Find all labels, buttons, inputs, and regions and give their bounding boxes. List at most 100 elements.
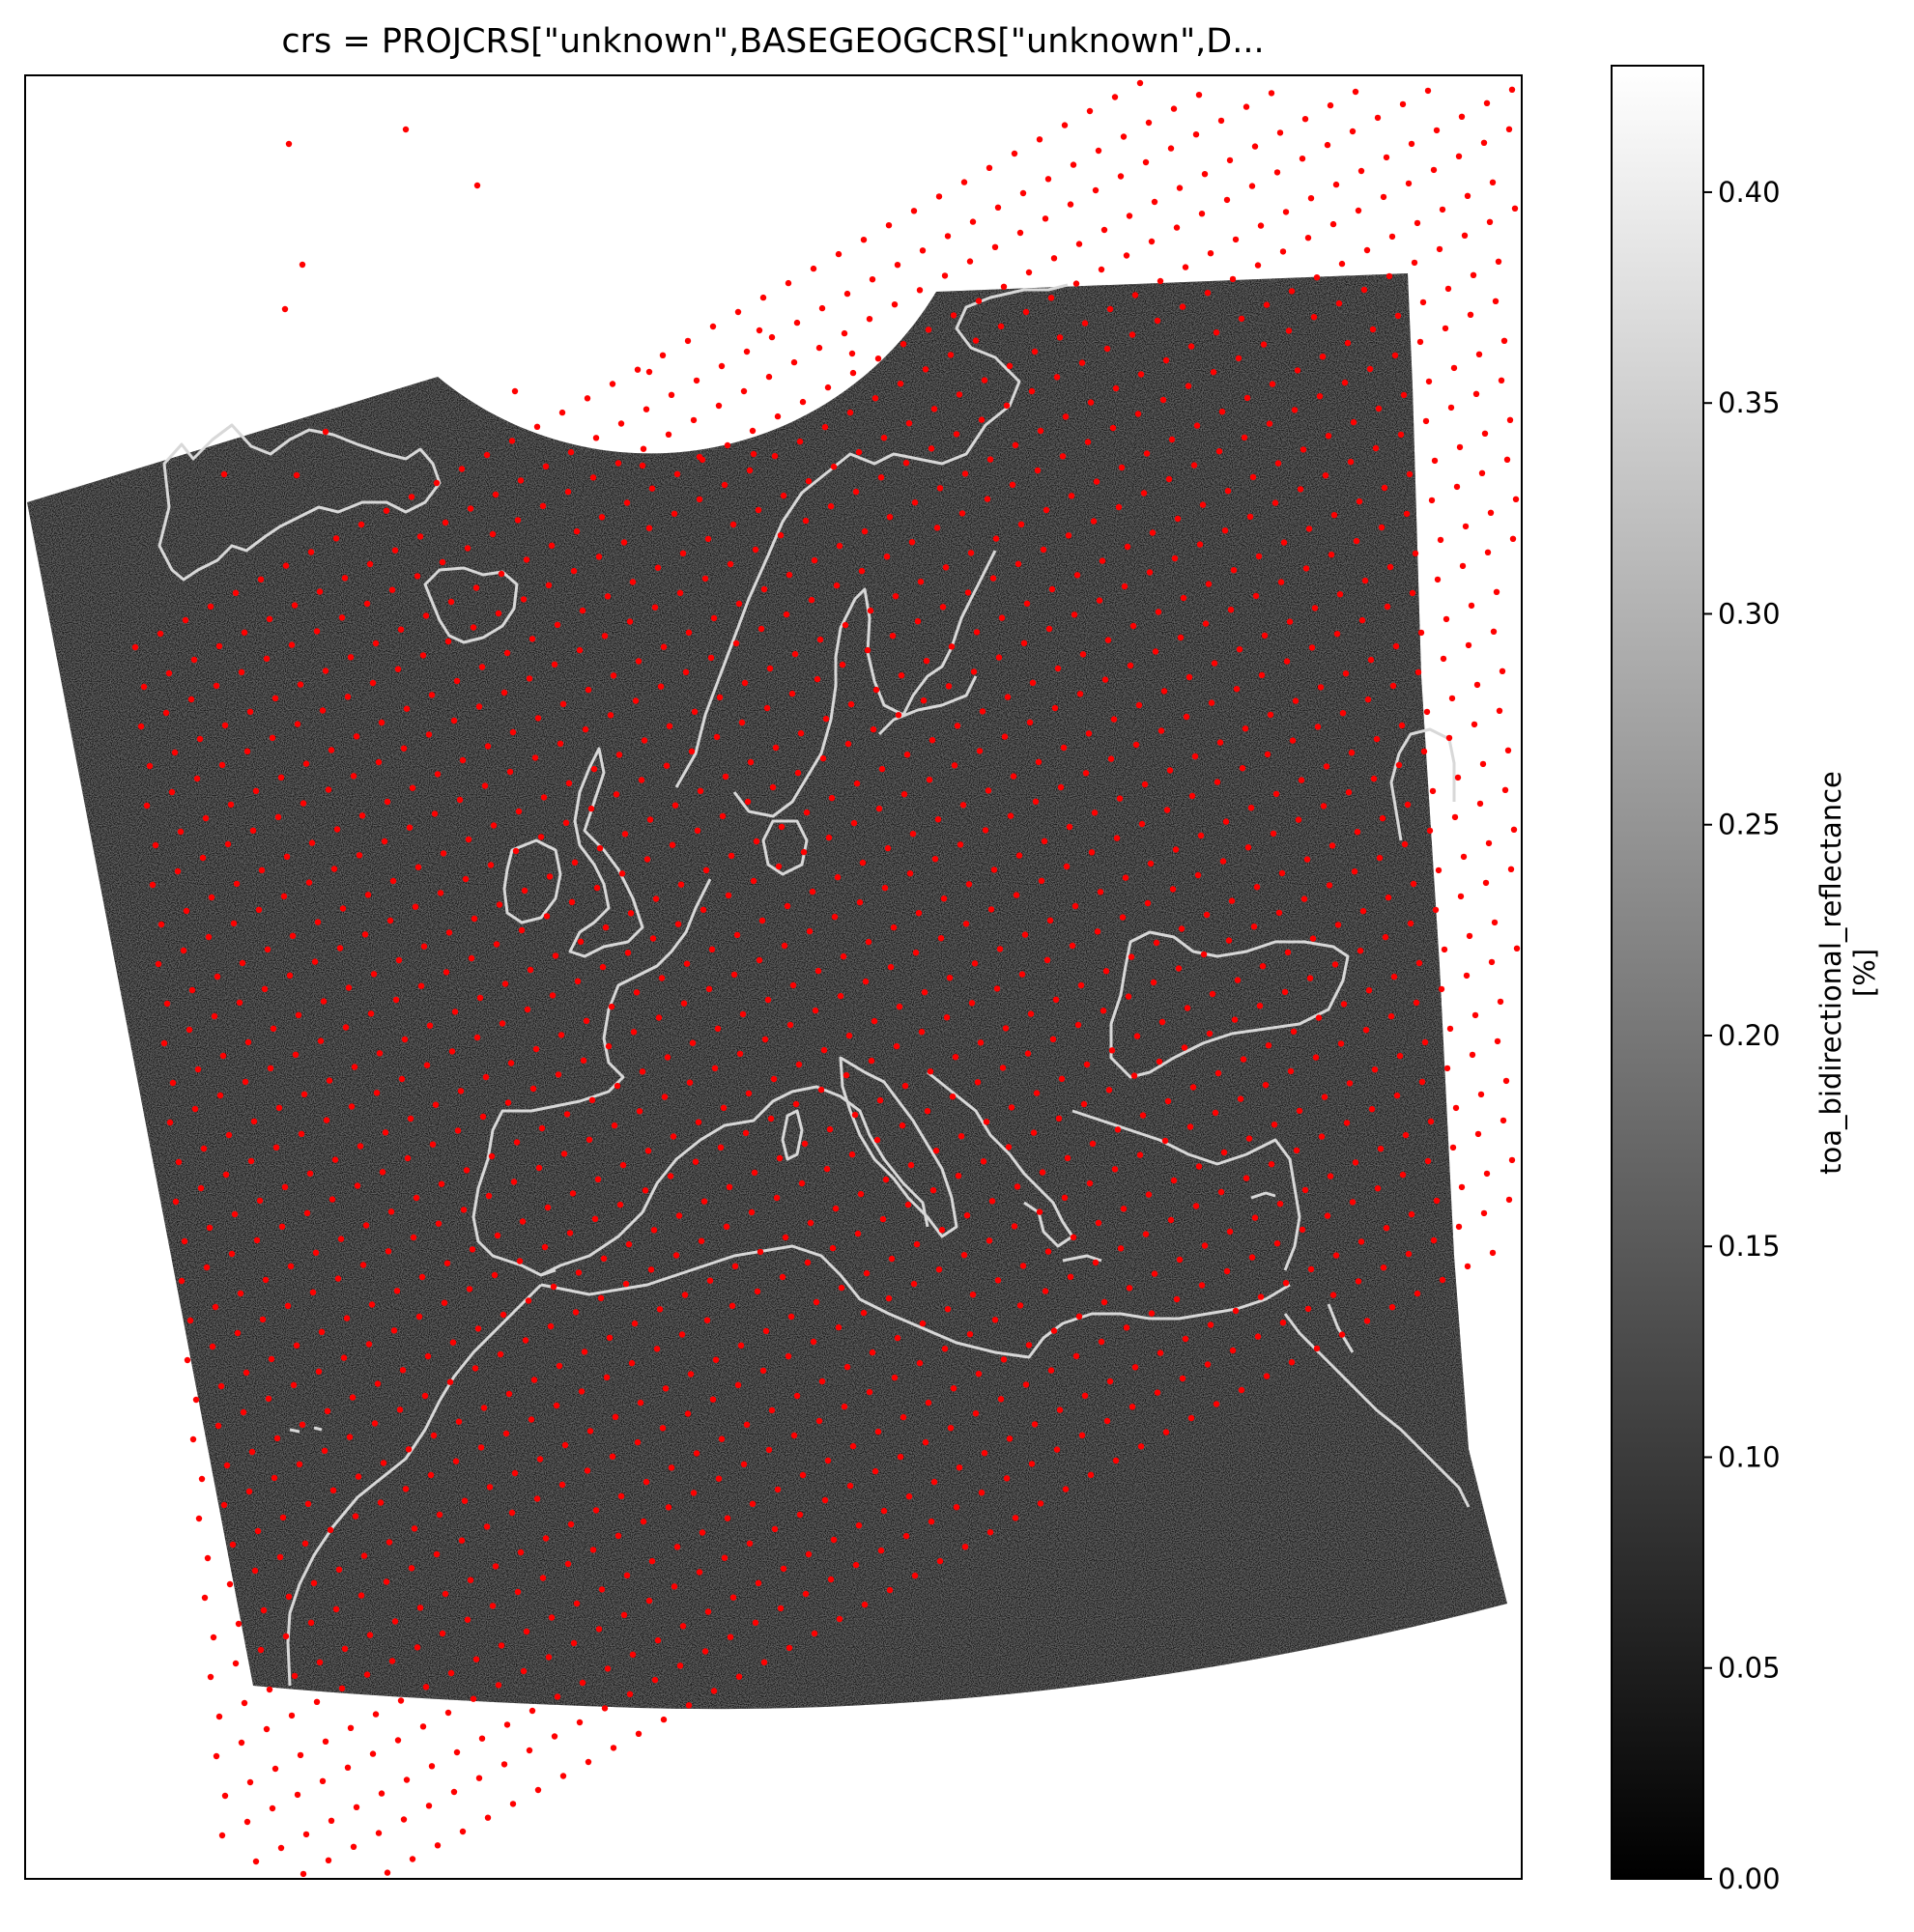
grid-point (1221, 527, 1229, 534)
grid-point (507, 1060, 515, 1066)
grid-point (1243, 394, 1251, 402)
grid-point (1408, 1210, 1415, 1218)
grid-point (400, 1816, 408, 1823)
grid-point (659, 1425, 667, 1432)
grid-point (1157, 727, 1165, 734)
grid-point (1198, 211, 1206, 217)
grid-point (629, 579, 637, 585)
grid-point (1083, 1061, 1091, 1068)
grid-point (1318, 1133, 1326, 1140)
grid-point (1291, 407, 1299, 413)
grid-point (1306, 975, 1314, 981)
grid-point (257, 576, 265, 582)
grid-point (458, 466, 466, 472)
grid-point (605, 1042, 613, 1050)
grid-point (255, 906, 263, 913)
grid-point (726, 1183, 733, 1191)
grid-point (681, 1292, 689, 1298)
grid-point (268, 1355, 275, 1363)
grid-point (1030, 1129, 1038, 1136)
grid-point (796, 1511, 804, 1519)
grid-point (252, 787, 260, 794)
grid-point (1183, 713, 1190, 721)
grid-point (397, 1697, 405, 1704)
grid-point (1213, 329, 1220, 336)
grid-point (511, 387, 519, 395)
grid-point (634, 1438, 642, 1446)
grid-point (285, 1593, 293, 1601)
grid-point (182, 616, 189, 624)
grid-point (1362, 1027, 1370, 1034)
grid-point (1196, 541, 1204, 548)
grid-point (463, 1167, 471, 1174)
grid-point (453, 1748, 461, 1756)
grid-point (750, 877, 757, 885)
grid-point (730, 971, 738, 979)
grid-point (670, 1133, 677, 1140)
grid-point (231, 1210, 239, 1218)
grid-point (858, 567, 866, 575)
grid-point (413, 1194, 420, 1202)
grid-point (900, 791, 908, 798)
grid-point (627, 910, 635, 917)
grid-point (295, 1011, 302, 1019)
grid-point (614, 1082, 621, 1090)
grid-point (1104, 637, 1112, 643)
colorbar-tick-label: 0.15 (1718, 1230, 1781, 1263)
grid-point (811, 556, 818, 564)
grid-point (1112, 1457, 1120, 1464)
grid-point (777, 1605, 785, 1612)
grid-point (449, 1339, 457, 1346)
grid-point (384, 798, 391, 806)
grid-point (998, 614, 1006, 621)
grid-point (347, 654, 355, 661)
grid-point (972, 337, 980, 344)
grid-point (393, 1288, 401, 1294)
grid-point (586, 1428, 594, 1435)
grid-point (246, 1778, 254, 1786)
grid-point (611, 1122, 618, 1129)
grid-point (1353, 537, 1360, 545)
grid-point (751, 1169, 758, 1177)
grid-point (406, 824, 414, 831)
grid-point (394, 666, 402, 672)
grid-point (1204, 1361, 1212, 1368)
grid-point (1376, 854, 1384, 862)
grid-point (467, 505, 474, 512)
map-frame (24, 74, 1523, 1880)
grid-point (1245, 1135, 1253, 1142)
grid-point (1279, 248, 1287, 255)
grid-point (1021, 931, 1029, 938)
grid-point (385, 1248, 392, 1255)
grid-point (370, 971, 378, 978)
grid-point (1307, 195, 1315, 202)
grid-point (1012, 1515, 1019, 1521)
grid-point (617, 420, 625, 427)
grid-point (1239, 765, 1246, 772)
grid-point (976, 748, 984, 754)
grid-point (711, 1065, 719, 1072)
grid-point (328, 747, 335, 753)
grid-point (1283, 658, 1291, 665)
grid-point (1154, 317, 1161, 325)
grid-point (444, 638, 452, 645)
grid-point (1347, 458, 1355, 466)
grid-point (373, 1090, 381, 1096)
grid-point (1480, 1209, 1488, 1217)
grid-point (970, 668, 978, 675)
grid-point (968, 1000, 976, 1007)
grid-point (863, 1269, 871, 1277)
grid-point (375, 1830, 383, 1836)
grid-point (1269, 381, 1276, 387)
grid-point (501, 980, 509, 987)
grid-point (731, 1263, 739, 1270)
grid-point (1058, 1075, 1066, 1083)
grid-point (978, 1490, 986, 1496)
grid-point (986, 1237, 993, 1244)
grid-point (1312, 1054, 1320, 1061)
grid-point (815, 1417, 823, 1425)
grid-point (1179, 303, 1186, 310)
grid-point (518, 926, 526, 934)
grid-point (1075, 1313, 1083, 1321)
grid-point (1510, 826, 1518, 833)
